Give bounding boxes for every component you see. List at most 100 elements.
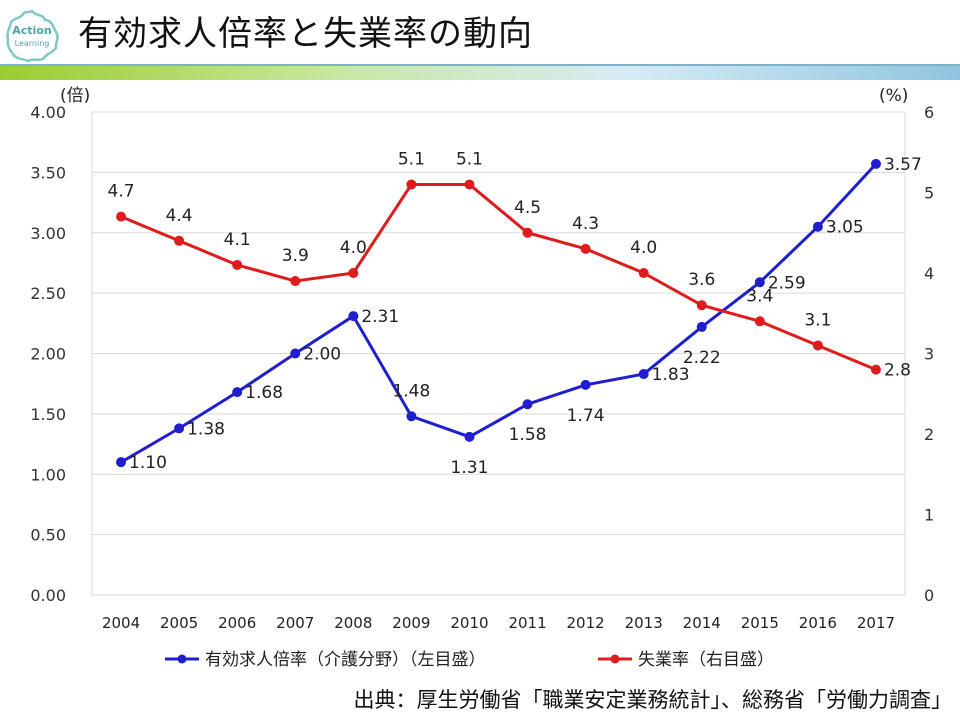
x-tick-label: 2005 [160,614,198,632]
data-label: 4.4 [166,206,193,226]
data-label: 1.58 [509,425,547,445]
data-label: 2.31 [361,307,399,327]
data-label: 4.5 [514,198,541,218]
legend-label-2: 失業率（右目盛） [638,650,774,670]
data-point [580,243,591,254]
data-label: 2.59 [768,273,806,293]
data-label: 1.10 [129,453,167,473]
action-learning-logo: Action Learning [6,9,59,63]
y-right-tick-label: 3 [924,345,934,364]
data-label: 1.68 [245,383,283,403]
data-point [464,431,475,442]
y-left-tick-label: 1.50 [30,405,66,424]
data-point [232,387,243,398]
data-label: 3.1 [804,310,831,330]
data-label: 3.4 [746,286,773,306]
data-label: 2.22 [683,348,721,368]
data-point [232,259,243,270]
y-right-tick-label: 0 [924,586,934,605]
x-tick-label: 2009 [392,614,430,632]
x-tick-label: 2015 [741,614,779,632]
x-tick-label: 2012 [567,614,605,632]
data-point [580,379,591,390]
data-point [464,179,475,190]
y-right-tick-label: 6 [924,103,934,122]
data-point [870,364,881,375]
data-label: 5.1 [456,149,483,169]
x-tick-label: 2006 [218,614,256,632]
y-left-tick-label: 0.50 [30,526,66,545]
page-title: 有効求人倍率と失業率の動向 [78,14,533,54]
y-left-tick-label: 0.00 [30,586,66,605]
legend-swatch-marker [177,654,187,664]
data-point [696,321,707,332]
x-tick-label: 2014 [683,614,721,632]
data-label: 1.31 [451,458,489,478]
data-label: 3.57 [884,155,922,175]
data-label: 1.48 [392,381,430,401]
data-point [754,316,765,327]
logo-text-top: Action [12,24,51,37]
data-label: 5.1 [398,149,425,169]
data-point [754,277,765,288]
data-point [638,369,649,380]
data-point [522,227,533,238]
y-left-tick-label: 3.00 [30,224,66,243]
x-tick-label: 2008 [334,614,372,632]
data-point [348,311,359,322]
y-right-tick-label: 4 [924,264,934,283]
y-right-tick-label: 5 [924,184,934,203]
data-label: 4.7 [108,182,135,202]
data-label: 3.05 [826,218,864,238]
y-left-unit-label: (倍) [60,86,90,106]
y-left-tick-label: 1.00 [30,465,66,484]
x-tick-label: 2011 [508,614,546,632]
title-divider-line [0,64,960,66]
data-point [406,179,417,190]
data-point [174,423,185,434]
title-divider-gradient [0,66,960,80]
data-point [290,348,301,359]
x-tick-label: 2016 [799,614,837,632]
data-label: 2.8 [884,361,911,381]
data-point [522,399,533,410]
y-left-tick-label: 2.50 [30,284,66,303]
data-point [348,268,359,278]
y-right-unit-label: (%) [879,86,908,106]
data-label: 3.9 [282,246,309,266]
x-tick-label: 2013 [625,614,663,632]
data-point [406,411,417,422]
y-right-tick-label: 1 [924,506,934,525]
data-label: 4.0 [340,238,367,258]
legend-swatch-marker [610,654,620,664]
data-point [812,340,823,351]
x-tick-label: 2010 [450,614,488,632]
data-point [116,211,127,222]
y-left-tick-label: 4.00 [30,103,66,122]
data-point [638,268,649,278]
data-point [870,158,881,169]
data-point [812,221,823,232]
series-line-2 [120,182,877,371]
data-label: 4.0 [630,238,657,258]
y-right-tick-label: 2 [924,425,934,444]
source-note: 出典：厚生労働省「職業安定業務統計」、総務省「労働力調査」 [353,688,953,712]
data-label: 3.6 [688,270,715,290]
data-point [696,300,707,311]
y-left-tick-label: 3.50 [30,163,66,182]
legend-label-1: 有効求人倍率（介護分野）（左目盛） [205,650,486,670]
data-label: 2.00 [303,345,341,365]
data-label: 4.1 [224,230,251,250]
logo-text-bottom: Learning [15,39,50,48]
data-label: 1.83 [652,365,690,385]
x-tick-label: 2007 [276,614,314,632]
x-tick-label: 2004 [102,614,140,632]
data-point [290,276,301,287]
series-line-1 [120,162,878,464]
data-label: 1.38 [187,419,225,439]
data-point [174,235,185,246]
x-tick-label: 2017 [857,614,895,632]
data-label: 4.3 [572,214,599,234]
data-label: 1.74 [567,406,605,426]
